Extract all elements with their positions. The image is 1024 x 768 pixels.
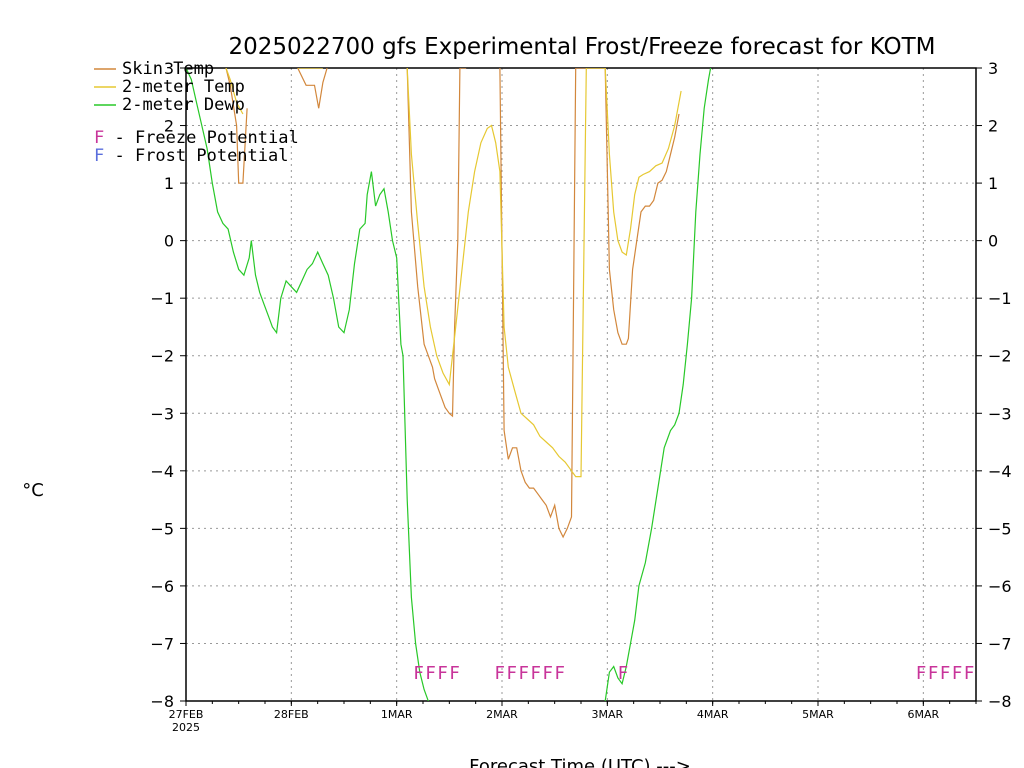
series-line-2-meter-dewp <box>186 68 429 701</box>
series-line-2-meter-temp <box>406 68 682 478</box>
series-line-skin-temp <box>297 68 328 109</box>
freeze-flag: F <box>438 663 448 684</box>
y-tick-label: 3 <box>164 59 174 78</box>
series-line-skin-temp <box>499 68 680 539</box>
y-axis-left: −8 −7 −6 −5 −4 −3 −2 −1 0 1 2 3 <box>150 59 186 711</box>
legend-entry: Skin Temp <box>122 59 214 79</box>
freeze-flag: F <box>928 663 938 684</box>
legend-flag-text: - Frost Potential <box>104 146 288 166</box>
y-tick-label-right: −7 <box>988 634 1012 653</box>
y-tick-label: 0 <box>164 232 174 251</box>
chart-title: 2025022700 gfs Experimental Frost/Freeze… <box>228 34 935 60</box>
y-tick-label-right: −6 <box>988 577 1012 596</box>
y-tick-label: −8 <box>150 692 174 711</box>
legend-entry: 2-meter Dewp <box>122 95 245 115</box>
freeze-flag: F <box>414 663 424 684</box>
legend-entry: 2-meter Temp <box>122 77 245 97</box>
freeze-flag: F <box>543 663 553 684</box>
series-line-2-meter-temp <box>225 68 244 115</box>
y-tick-label: −4 <box>150 462 174 481</box>
series-line-2-meter-dewp <box>604 68 712 701</box>
freeze-flag: F <box>531 663 541 684</box>
chart-grid <box>186 68 976 701</box>
freeze-flag: F <box>618 663 628 684</box>
freeze-flag: F <box>555 663 565 684</box>
freeze-flag: F <box>964 663 974 684</box>
legend-flag-entry: F - Freeze Potential <box>94 128 299 148</box>
x-tick-label: 2MAR <box>486 708 518 721</box>
legend-flag-entry: F - Frost Potential <box>94 146 288 166</box>
x-tick-sublabel: 2025 <box>172 721 200 734</box>
freeze-flag: F <box>940 663 950 684</box>
x-tick-label: 3MAR <box>591 708 623 721</box>
y-tick-label: 1 <box>164 174 174 193</box>
y-tick-label: −7 <box>150 634 174 653</box>
y-tick-label: 2 <box>164 117 174 136</box>
y-tick-label: −6 <box>150 577 174 596</box>
series-layer <box>186 68 712 701</box>
series-line-skin-temp <box>406 68 467 418</box>
x-tick-label: 4MAR <box>697 708 729 721</box>
freeze-flag: F <box>426 663 436 684</box>
y-tick-label-right: 2 <box>988 117 998 136</box>
x-axis-label: Forecast Time (UTC) ---> <box>469 756 691 768</box>
y-tick-label-right: −3 <box>988 404 1012 423</box>
freeze-flag: F <box>450 663 460 684</box>
y-tick-label-right: 0 <box>988 232 998 251</box>
y-tick-label-right: 3 <box>988 59 998 78</box>
x-tick-label: 6MAR <box>907 708 939 721</box>
y-tick-label-right: −1 <box>988 289 1012 308</box>
freeze-flag: F <box>519 663 529 684</box>
y-tick-label: −5 <box>150 519 174 538</box>
series-line-skin-temp <box>225 68 248 184</box>
y-tick-label-right: −4 <box>988 462 1012 481</box>
y-axis-right: −8 −7 −6 −5 −4 −3 −2 −1 0 1 2 3 <box>976 59 1012 711</box>
x-tick-label: 1MAR <box>381 708 413 721</box>
y-tick-label: −3 <box>150 404 174 423</box>
legend-flag-letter: F <box>94 146 104 166</box>
freeze-flag: F <box>507 663 517 684</box>
y-tick-label-right: 1 <box>988 174 998 193</box>
y-tick-label: −2 <box>150 347 174 366</box>
y-tick-label-right: −8 <box>988 692 1012 711</box>
plot-frame <box>185 67 977 702</box>
y-tick-label-right: −5 <box>988 519 1012 538</box>
y-tick-label-right: −2 <box>988 347 1012 366</box>
x-tick-label: 28FEB <box>274 708 309 721</box>
y-tick-label: −1 <box>150 289 174 308</box>
freeze-flag: F <box>495 663 505 684</box>
legend-flag-text: - Freeze Potential <box>104 128 298 148</box>
x-tick-label: 5MAR <box>802 708 834 721</box>
legend-flag-letter: F <box>94 128 104 148</box>
freeze-flag: F <box>916 663 926 684</box>
y-axis-label: °C <box>22 480 44 501</box>
x-tick-label: 27FEB <box>169 708 204 721</box>
freeze-flag: F <box>952 663 962 684</box>
